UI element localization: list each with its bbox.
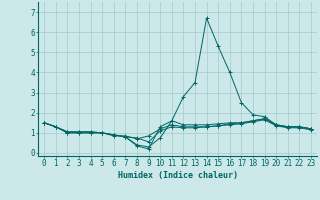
X-axis label: Humidex (Indice chaleur): Humidex (Indice chaleur) xyxy=(118,171,238,180)
